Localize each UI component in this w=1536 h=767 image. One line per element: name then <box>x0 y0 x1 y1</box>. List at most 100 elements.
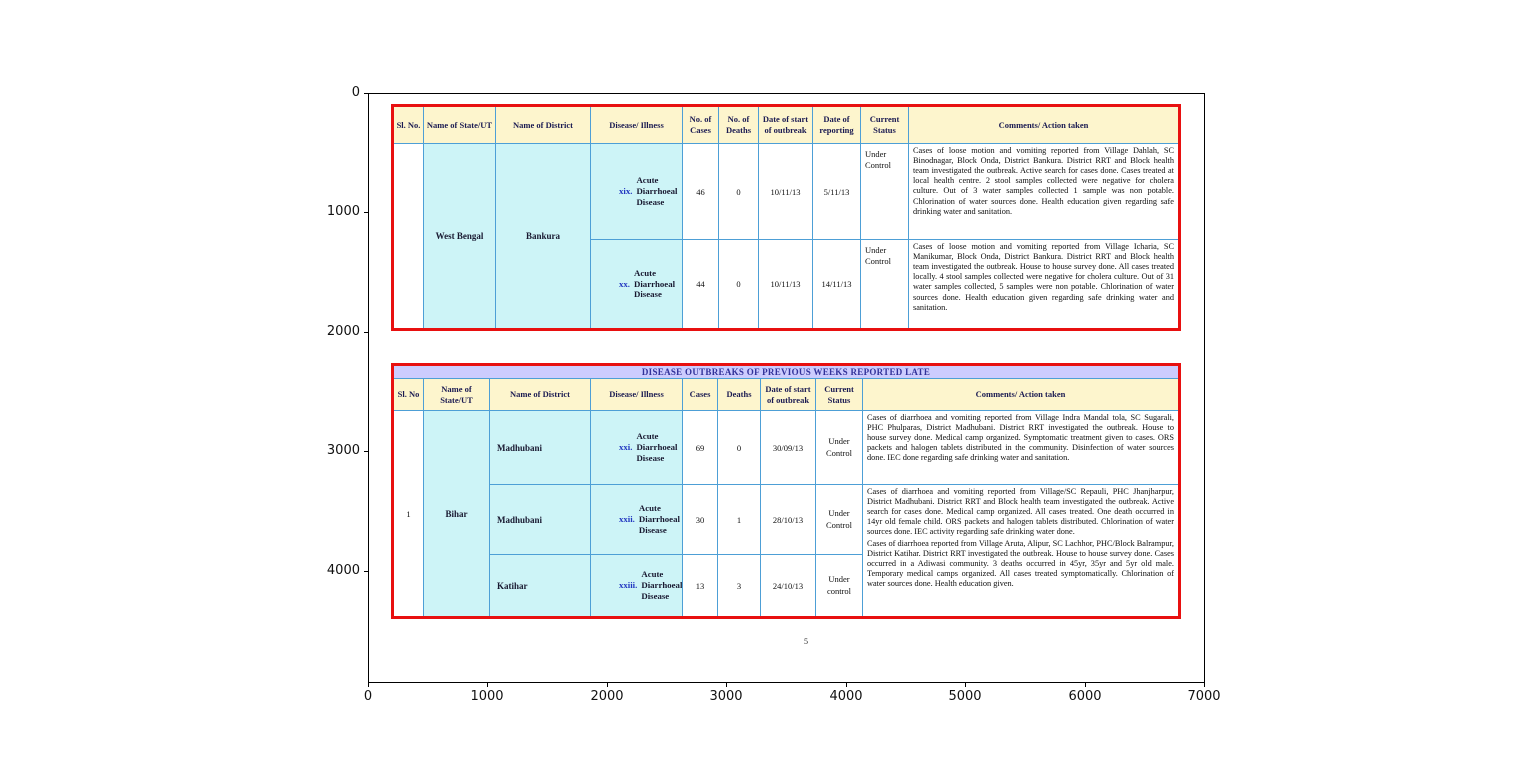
x-tick-label: 2000 <box>590 689 624 704</box>
disease-cell: xx. Acute Diarrhoeal Disease <box>591 240 683 328</box>
comment-paragraph: Cases of diarrhoea and vomiting reported… <box>867 487 1174 537</box>
date-start-cell: 28/10/13 <box>761 485 816 555</box>
disease-name: Acute Diarrhoeal Disease <box>636 175 678 207</box>
state-cell: Bihar <box>424 411 490 616</box>
y-tick-label: 4000 <box>326 563 360 578</box>
date-start-cell: 30/09/13 <box>761 411 816 485</box>
header-cell-date-start: Date of start of outbreak <box>759 107 813 144</box>
header-cell-slno: Sl. No. <box>394 107 424 144</box>
deaths-cell: 0 <box>718 411 761 485</box>
cases-cell: 30 <box>683 485 718 555</box>
roman-numeral: xx. <box>619 278 630 289</box>
header-cell-cases: Cases <box>683 379 718 411</box>
table-banner: DISEASE OUTBREAKS OF PREVIOUS WEEKS REPO… <box>394 366 1178 379</box>
comments-cell: Cases of loose motion and vomiting repor… <box>909 144 1178 240</box>
header-cell-disease: Disease/ Illness <box>591 107 683 144</box>
y-tick-mark <box>364 451 368 452</box>
y-tick-mark <box>364 212 368 213</box>
document-page: Sl. No. Name of State/UT Name of Distric… <box>369 94 1204 682</box>
y-tick-mark <box>364 93 368 94</box>
x-tick-label: 3000 <box>709 689 743 704</box>
x-tick-mark <box>487 683 488 687</box>
comment-paragraph: Cases of diarrhoea reported from Village… <box>867 538 1174 588</box>
header-cell-comments: Comments/ Action taken <box>909 107 1178 144</box>
roman-numeral: xxii. <box>619 514 635 524</box>
header-cell-district: Name of District <box>490 379 591 411</box>
header-cell-state: Name of State/UT <box>424 379 490 411</box>
x-tick-mark <box>607 683 608 687</box>
date-reporting-cell: 14/11/13 <box>813 240 861 328</box>
disease-cell: xxi. Acute Diarrhoeal Disease <box>591 411 683 485</box>
x-tick-label: 6000 <box>1068 689 1102 704</box>
header-cell-deaths: No. of Deaths <box>719 107 759 144</box>
comments-cell: Cases of diarrhoea and vomiting reported… <box>863 411 1178 485</box>
header-cell-district: Name of District <box>496 107 591 144</box>
status-cell: Under Control <box>861 144 909 240</box>
header-cell-status: Current Status <box>861 107 909 144</box>
district-cell: Katihar <box>490 555 591 616</box>
y-tick-mark <box>364 571 368 572</box>
y-tick-label: 0 <box>351 85 360 100</box>
slno-cell: 1 <box>394 411 424 616</box>
roman-numeral: xxi. <box>619 442 633 452</box>
x-tick-label: 7000 <box>1187 689 1221 704</box>
header-cell-cases: No. of Cases <box>683 107 719 144</box>
x-tick-label: 0 <box>363 689 373 704</box>
disease-name: Acute Diarrhoeal Disease <box>634 267 676 300</box>
x-tick-mark <box>1204 683 1205 687</box>
header-cell-deaths: Deaths <box>718 379 761 411</box>
date-start-cell: 10/11/13 <box>759 240 813 328</box>
x-tick-mark <box>1085 683 1086 687</box>
status-cell: Under control <box>816 555 863 616</box>
late-reported-table: DISEASE OUTBREAKS OF PREVIOUS WEEKS REPO… <box>391 363 1181 619</box>
disease-name: Acute Diarrhoeal Disease <box>636 431 678 463</box>
disease-cell: xxiii. Acute Diarrhoeal Disease <box>591 555 683 616</box>
header-cell-slno: Sl. No <box>394 379 424 411</box>
page-number: 5 <box>804 637 808 646</box>
status-cell: Under Control <box>861 240 909 328</box>
cases-cell: 44 <box>683 240 719 328</box>
header-cell-status: Current Status <box>816 379 863 411</box>
header-cell-disease: Disease/ Illness <box>591 379 683 411</box>
disease-cell: xxii. Acute Diarrhoeal Disease <box>591 485 683 555</box>
outbreak-table: Sl. No. Name of State/UT Name of Distric… <box>391 104 1181 331</box>
state-cell: West Bengal <box>424 144 496 328</box>
roman-numeral: xix. <box>619 186 633 196</box>
header-cell-date-start: Date of start of outbreak <box>761 379 816 411</box>
cases-cell: 46 <box>683 144 719 240</box>
status-cell: Under Control <box>816 411 863 485</box>
header-cell-comments: Comments/ Action taken <box>863 379 1178 411</box>
disease-cell: xix. Acute Diarrhoeal Disease <box>591 144 683 240</box>
x-tick-label: 1000 <box>470 689 504 704</box>
deaths-cell: 0 <box>719 144 759 240</box>
x-tick-mark <box>965 683 966 687</box>
y-tick-mark <box>364 332 368 333</box>
district-cell: Bankura <box>496 144 591 328</box>
y-tick-label: 2000 <box>326 324 360 339</box>
cases-cell: 69 <box>683 411 718 485</box>
slno-cell <box>394 144 424 328</box>
date-start-cell: 24/10/13 <box>761 555 816 616</box>
district-cell: Madhubani <box>490 485 591 555</box>
comments-cell-merged: Cases of diarrhoea and vomiting reported… <box>863 485 1178 616</box>
date-reporting-cell: 5/11/13 <box>813 144 861 240</box>
plot-area: Sl. No. Name of State/UT Name of Distric… <box>368 93 1205 683</box>
status-cell: Under Control <box>816 485 863 555</box>
comments-cell: Cases of loose motion and vomiting repor… <box>913 242 1174 312</box>
deaths-cell: 1 <box>718 485 761 555</box>
district-cell: Madhubani <box>490 411 591 485</box>
y-tick-label: 3000 <box>326 443 360 458</box>
disease-name: Acute Diarrhoeal Disease <box>638 503 680 535</box>
x-tick-label: 5000 <box>948 689 982 704</box>
x-tick-label: 4000 <box>829 689 863 704</box>
x-tick-mark <box>846 683 847 687</box>
deaths-cell: 3 <box>718 555 761 616</box>
roman-numeral: xxiii. <box>619 580 638 590</box>
x-tick-mark <box>368 683 369 687</box>
header-cell-date-reporting: Date of reporting <box>813 107 861 144</box>
cases-cell: 13 <box>683 555 718 616</box>
y-tick-label: 1000 <box>326 204 360 219</box>
date-start-cell: 10/11/13 <box>759 144 813 240</box>
disease-name: Acute Diarrhoeal Disease <box>641 569 683 601</box>
